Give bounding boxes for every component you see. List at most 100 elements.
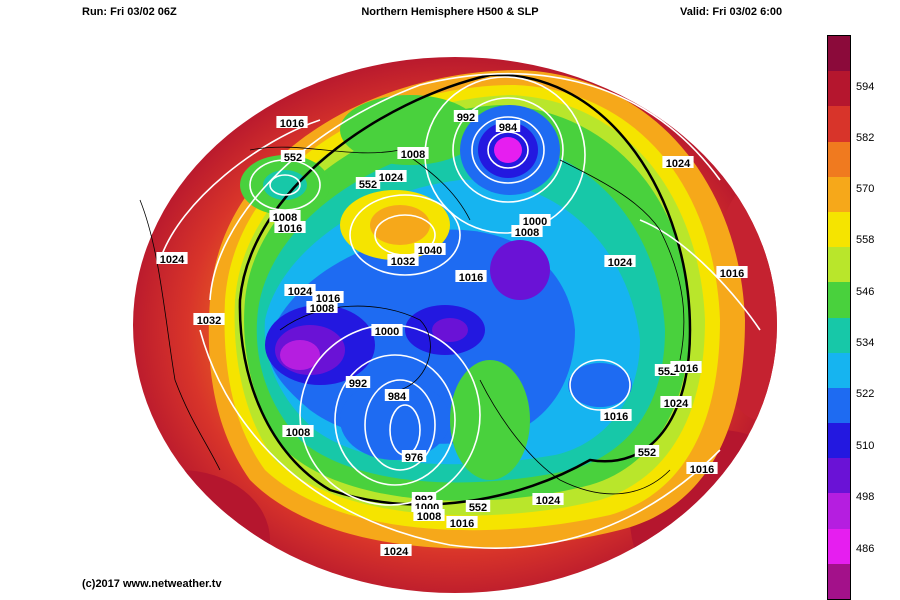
slp-label-bg [686,462,718,474]
slp-label-bg [355,177,381,189]
slp-label-bg [446,516,478,528]
slp-label-bg [280,150,306,162]
h500-552-contour [238,73,692,506]
slp-label: 1016 [278,223,302,235]
slp-label: 1024 [384,546,409,558]
colorbar-label: 510 [856,440,875,452]
colorbar-segment [828,106,850,143]
colorbar-label: 546 [856,286,875,298]
slp-label: 1016 [720,268,744,280]
slp-label: 1016 [690,464,714,476]
slp-label: 1040 [418,245,442,257]
colorbar-segment [828,141,850,178]
colorbar-segment [828,352,850,389]
slp-label: 1016 [604,411,628,423]
colorbar-segment [828,458,850,495]
slp-label-bg [156,252,188,264]
slp-label-bg [455,270,487,282]
slp-label-bg [660,396,692,408]
colorbar-segment [828,211,850,249]
slp-label: 1008 [273,212,297,224]
slp-label: 1016 [280,118,304,130]
slp-label: 1024 [536,495,561,507]
slp-label: 1008 [401,149,425,161]
slp-label: 1024 [664,398,689,410]
slp-label-bg [600,409,632,421]
slp-label-bg [413,509,445,521]
slp-label-bg [604,255,636,267]
slp-label: 1016 [450,518,474,530]
slp-label: 1008 [515,227,539,239]
colorbar-segment [828,247,850,284]
slp-label: 1008 [286,427,310,439]
slp-label-bg [276,116,308,128]
colorbar-label: 558 [856,234,875,246]
slp-label-bg [634,445,660,457]
slp-label-bg [453,110,479,122]
slp-label-bg [465,500,491,512]
slp-label-bg [284,284,316,296]
colorbar-label: 486 [856,543,875,555]
slp-label: 552 [638,447,656,459]
slp-label-bg [532,493,564,505]
colorbar-segment [828,282,850,319]
colorbar-segment [828,36,850,73]
slp-label: 1024 [666,158,691,170]
copyright: (c)2017 www.netweather.tv [82,578,222,590]
slp-label: 1016 [316,293,340,305]
slp-label: 976 [405,452,423,464]
slp-label-bg [511,225,543,237]
slp-label: 1024 [608,257,633,269]
slp-label: 1032 [197,315,221,327]
slp-label: 552 [359,179,377,191]
slp-label-bg [401,450,427,462]
map-title: Northern Hemisphere H500 & SLP [361,6,539,18]
colorbar-segment [828,528,850,565]
slp-label-bg [269,210,301,222]
slp-label: 1024 [379,172,404,184]
colorbar-label: 582 [856,132,875,144]
colorbar-label: 522 [856,388,875,400]
colorbar-segment [828,71,850,108]
slp-label-bg [387,254,419,266]
colorbar-label: 594 [856,81,875,93]
slp-label-bg [519,214,551,226]
slp-label-bg [662,156,694,168]
slp-label: 1024 [160,254,185,266]
slp-label-bg [312,291,344,303]
slp-label: 552 [284,152,302,164]
slp-label-bg [380,544,412,556]
slp-label-bg [670,361,702,373]
colorbar-label: 570 [856,183,875,195]
colorbar-label: 534 [856,337,875,349]
colorbar-segment [828,493,850,530]
slp-label-bg [282,425,314,437]
slp-label-bg [495,120,521,132]
slp-label-bg [397,147,429,159]
slp-isobars [159,72,761,549]
slp-label-bg [414,243,446,255]
slp-label-bg [384,389,410,401]
colorbar-segment [828,563,850,599]
slp-label: 984 [499,122,518,134]
colorbar-segment [828,387,850,425]
slp-label: 1000 [375,326,399,338]
slp-label-bg [716,266,748,278]
slp-label-bg [375,170,407,182]
colorbar-segment [828,317,850,354]
slp-label: 1032 [391,256,415,268]
colorbar [827,35,851,600]
slp-label: 1008 [310,303,334,315]
colorbar-segment [828,176,850,213]
slp-label-bg [193,313,225,325]
colorbar-segment [828,423,850,460]
slp-label: 984 [388,391,407,403]
slp-label: 1024 [288,286,313,298]
slp-label-bg [371,324,403,336]
slp-label: 1016 [459,272,483,284]
slp-label: 1016 [674,363,698,375]
run-time: Run: Fri 03/02 06Z [82,6,177,18]
slp-label-bg [306,301,338,313]
